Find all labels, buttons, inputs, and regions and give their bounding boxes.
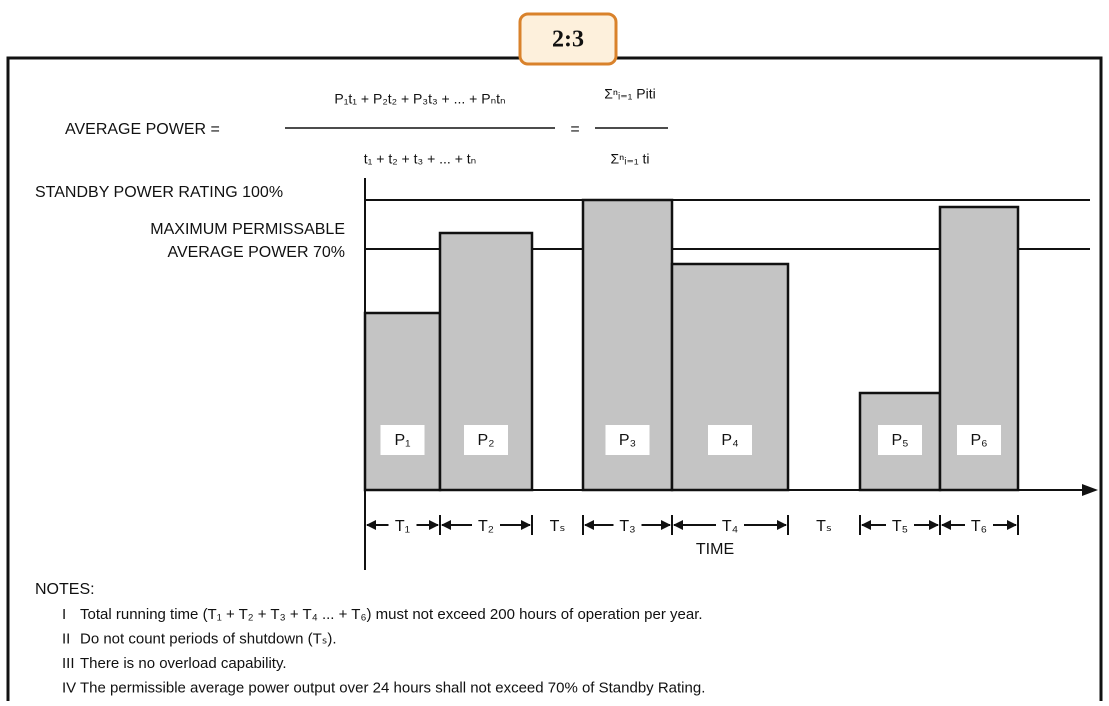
level-label: MAXIMUM PERMISSABLE [150,221,345,238]
period-label: T₆ [971,518,987,535]
frame [6,56,1103,706]
arrow-head [584,520,594,530]
period-label: T₄ [722,518,738,535]
arrow-head [941,520,951,530]
arrow-head [429,520,439,530]
bar-label: P₁ [394,432,410,449]
bar-label-box [878,425,922,455]
bar-label-box [605,425,650,455]
sum-denominator: Σⁿᵢ₌₁ ti [611,151,650,167]
arrow-head [521,520,531,530]
note-numeral: IV [62,679,76,696]
axis-arrow [1082,484,1098,496]
period-label: T₃ [619,518,635,535]
arrow-head [929,520,939,530]
period-label: T₅ [892,518,908,535]
note-numeral: I [62,606,66,623]
bar-label: P₆ [970,432,987,449]
bar-label-box [957,425,1001,455]
bar-label-box [708,425,752,455]
period-label: Tₛ [550,518,566,535]
formula-lhs: AVERAGE POWER = [65,121,220,138]
equals: = [570,121,579,138]
axis-label: TIME [696,541,734,558]
bar [670,262,790,492]
note-numeral: III [62,655,75,672]
note-text: There is no overload capability. [80,655,287,672]
bar-label: P₃ [619,432,636,449]
arrow-head [366,520,376,530]
bar [363,311,442,492]
bar-label-box [380,425,425,455]
bar-label: P₂ [478,432,495,449]
arrow-head [861,520,871,530]
note-text: Do not count periods of shutdown (Tₛ). [80,630,337,647]
bar-label: P₅ [891,432,908,449]
note-text: The permissible average power output ove… [80,679,705,696]
bar [581,198,674,492]
arrow-head [441,520,451,530]
denominator: t₁ + t₂ + t₃ + ... + tₙ [364,151,477,167]
badge-box [518,12,618,66]
notes-heading: NOTES: [35,581,95,598]
level-label: STANDBY POWER RATING 100% [35,184,283,201]
bar-label-box [464,425,508,455]
period-label: T₂ [478,518,494,535]
bar-label: P₄ [721,432,738,449]
arrow-head [661,520,671,530]
numerator: P₁t₁ + P₂t₂ + P₃t₃ + ... + Pₙtₙ [334,91,505,107]
period-label: T₁ [395,518,410,535]
arrow-head [673,520,683,530]
arrow-head [1007,520,1017,530]
level-label: AVERAGE POWER 70% [167,244,345,261]
arrow-head [777,520,787,530]
badge: 2:3 [552,27,584,53]
sum-numerator: Σⁿᵢ₌₁ Piti [604,86,655,102]
note-numeral: II [62,630,70,647]
note-text: Total running time (T₁ + T₂ + T₃ + T₄ ..… [80,606,703,623]
period-label: Tₛ [816,518,832,535]
